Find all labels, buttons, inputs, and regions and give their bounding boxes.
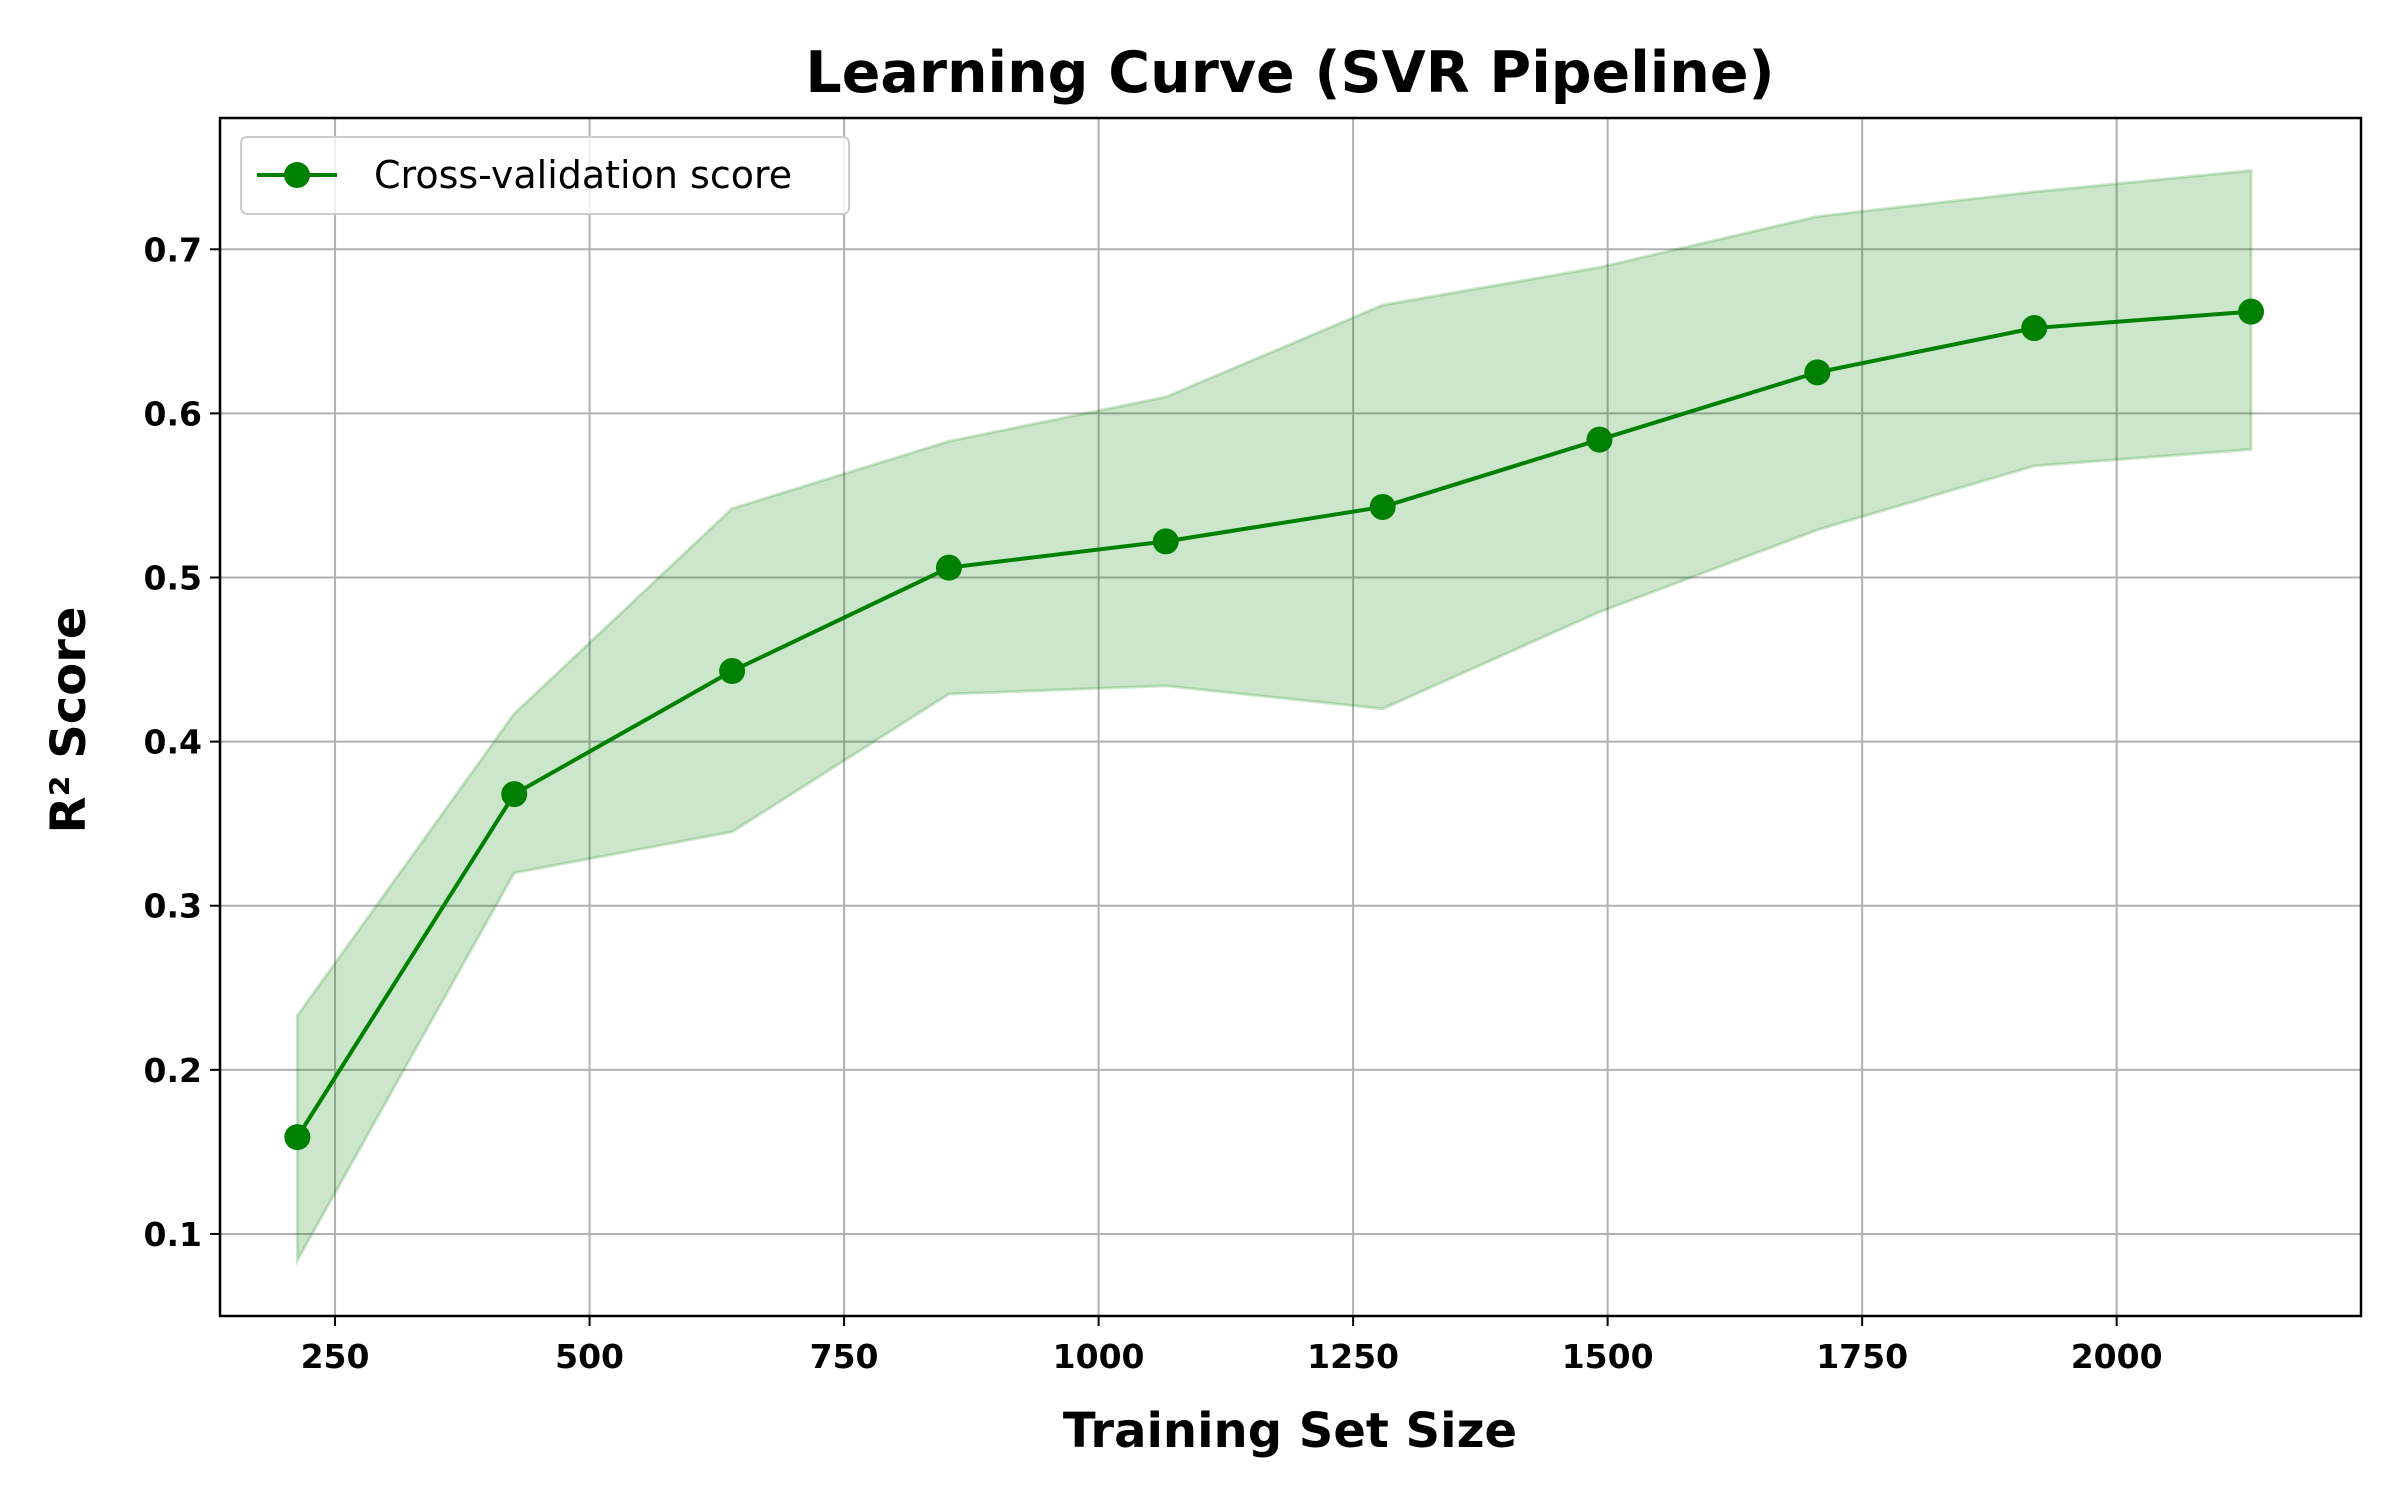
x-tick-label: 2000 — [2071, 1337, 2163, 1376]
x-tick-label: 1000 — [1053, 1337, 1145, 1376]
x-tick-label: 750 — [810, 1337, 879, 1376]
legend-marker-sample — [284, 162, 310, 188]
x-tick-label: 1750 — [1816, 1337, 1908, 1376]
legend-box — [240, 136, 850, 215]
y-tick-label: 0.4 — [144, 723, 202, 762]
confidence-band — [295, 168, 2253, 1266]
series-markers — [284, 298, 2265, 1151]
y-tick-label: 0.6 — [144, 394, 202, 433]
series-lines — [295, 309, 2252, 1139]
data-point — [1586, 426, 1613, 453]
data-point — [1152, 528, 1179, 555]
grid-lines — [220, 118, 2361, 1316]
x-tick-label: 500 — [555, 1337, 624, 1376]
x-axis-ticks: 250 500 750 1000 1250 1500 1750 2000 — [301, 1316, 2163, 1376]
legend: Cross-validation score — [240, 136, 850, 215]
y-tick-label: 0.7 — [144, 230, 202, 269]
y-axis-title: R² Score — [41, 607, 97, 834]
data-point — [1804, 359, 1831, 386]
data-point — [719, 658, 746, 685]
y-tick-label: 0.1 — [144, 1215, 202, 1254]
y-tick-label: 0.3 — [144, 887, 202, 926]
x-axis-title: Training Set Size — [1063, 1403, 1517, 1459]
data-point — [2021, 315, 2048, 342]
data-point — [2238, 298, 2265, 325]
x-tick-label: 1250 — [1307, 1337, 1399, 1376]
data-point — [501, 781, 528, 808]
y-tick-label: 0.5 — [144, 559, 202, 598]
data-point — [284, 1124, 311, 1151]
data-point — [935, 554, 962, 581]
x-tick-label: 250 — [301, 1337, 370, 1376]
data-point — [1369, 493, 1396, 520]
plot-frame — [218, 116, 2363, 1318]
x-tick-label: 1500 — [1562, 1337, 1654, 1376]
y-axis-ticks: 0.1 0.2 0.3 0.4 0.5 0.6 0.7 — [144, 230, 220, 1254]
y-tick-label: 0.2 — [144, 1051, 202, 1090]
chart-title: Learning Curve (SVR Pipeline) — [805, 40, 1774, 106]
confidence-bands — [295, 168, 2253, 1266]
legend-label: Cross-validation score — [374, 153, 792, 197]
series-line — [295, 309, 2252, 1139]
